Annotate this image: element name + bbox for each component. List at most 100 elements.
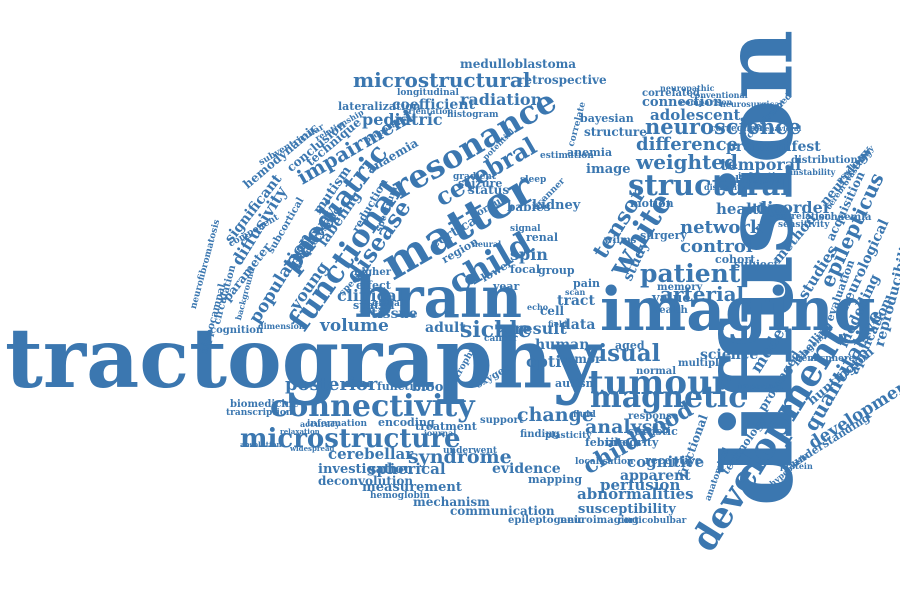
word-relaxation: relaxation — [280, 427, 320, 436]
word-behavioral: behavioral — [760, 124, 802, 133]
word-blood: blood — [412, 380, 453, 395]
word-science: science — [700, 347, 759, 363]
word-neural: neural — [472, 239, 502, 249]
word-optic: optic — [526, 352, 572, 371]
word-apparent: apparent — [620, 468, 691, 484]
word-tissue: tissue — [371, 306, 418, 322]
word-correction: correction — [710, 124, 763, 134]
word-finding: finding — [520, 429, 560, 440]
word-journal: journal — [424, 428, 457, 438]
word-year: year — [493, 280, 520, 293]
word-weighted: weighted — [636, 150, 739, 174]
word-renal: renal — [526, 231, 559, 244]
word-fluid: fluid — [573, 410, 596, 420]
word-retrospective: retrospective — [518, 73, 607, 87]
word-sensitivity: sensitivity — [778, 220, 830, 230]
word-neuropathic: neuropathic — [660, 83, 715, 93]
word-structural: structural — [628, 168, 792, 202]
word-pain: pain — [573, 277, 600, 290]
word-data: data — [561, 317, 596, 333]
word-abnormalities: abnormalities — [577, 485, 694, 503]
word-normal: normal — [636, 366, 677, 377]
word-scan: scan — [565, 287, 586, 297]
word-distribution: distribution — [791, 155, 858, 166]
word-volume: volume — [320, 316, 389, 336]
word-surgery: surgery — [640, 229, 687, 242]
word-connectivity: connectivity — [270, 389, 475, 424]
word-result: result — [514, 319, 567, 338]
word-corticobulbar: corticobulbar — [618, 516, 687, 526]
word-biomedicine: biomedicine — [230, 399, 299, 410]
word-signal: signal — [510, 224, 541, 234]
word-change: change — [517, 404, 594, 426]
word-hemoglobin: hemoglobin — [370, 491, 430, 501]
word-health: health — [652, 305, 688, 316]
word-control: control — [680, 236, 753, 257]
word-medulloblastoma: medulloblastoma — [460, 57, 577, 71]
word-effect: effect — [356, 279, 391, 292]
word-disability: disability — [704, 182, 746, 192]
word-localisation: localisation — [575, 457, 634, 467]
word-magnetic: magnetic — [590, 380, 747, 415]
word-status: status — [468, 183, 510, 197]
word-disorder: disorder — [756, 198, 832, 217]
word-cognition: cognition — [210, 325, 264, 336]
word-sickle: sickle — [460, 317, 532, 343]
word-epileptogenic: epileptogenic — [508, 515, 585, 526]
word-perfusion: perfusion — [600, 476, 681, 494]
word-response: response — [628, 411, 679, 422]
word-protein: protein — [780, 461, 813, 471]
word-bayesian: bayesian — [580, 112, 634, 125]
word-imaging: imaging — [600, 275, 876, 345]
word-spherical: spherical — [368, 460, 446, 478]
word-pediatric: pediatric — [362, 110, 443, 129]
word-tractography: tractography — [5, 311, 600, 407]
word-temporal: temporal — [720, 155, 802, 174]
word-evidence: evidence — [492, 461, 561, 477]
word-treatment: treatment — [415, 420, 477, 433]
word-cell: cell — [540, 304, 565, 318]
word-important: important — [738, 381, 784, 391]
word-clinical: clinical — [337, 286, 403, 305]
word-orientation: orientation — [403, 106, 454, 116]
word-receptive: receptive — [645, 454, 702, 467]
word-mapping: mapping — [528, 473, 583, 486]
word-subject: subject — [734, 258, 779, 271]
word-global: global — [372, 299, 404, 309]
word-arterial: arterial — [660, 282, 745, 306]
word-support: support — [480, 415, 524, 426]
word-premanifest: premanifest — [726, 139, 821, 155]
word-analysis: analysis — [585, 416, 671, 438]
word-histogram: histogram — [447, 110, 499, 120]
word-conventional: conventional — [690, 90, 748, 100]
word-longitudinal: longitudinal — [397, 88, 459, 98]
word-lateralization: lateralization — [338, 100, 421, 113]
word-higher: higher — [354, 267, 391, 278]
word-tumor: tumor — [560, 352, 602, 366]
word-difference: difference — [636, 134, 739, 155]
word-patient: patient — [640, 259, 741, 288]
word-network: network — [680, 217, 763, 238]
word-visual: visual — [585, 340, 661, 367]
word-spin: spin — [510, 245, 548, 264]
word-investigation: investigation — [318, 462, 414, 477]
word-estimation: estimation — [540, 151, 594, 161]
word-spatial: spatial — [353, 299, 395, 312]
word-deconvolution: deconvolution — [318, 474, 414, 488]
word-cerebellar: cerebellar — [328, 445, 414, 463]
word-healthy: healthy — [716, 200, 779, 218]
word-microstructure: microstructure — [240, 424, 461, 454]
word-absolution: absolution — [240, 440, 282, 449]
word-neurosurgical: neurosurgical — [720, 99, 783, 109]
word-posterior: posterior — [285, 374, 378, 395]
word-encoding: encoding — [378, 416, 435, 429]
word-correlated: correlated — [642, 88, 700, 99]
word-accuracy: accuracy — [300, 419, 340, 429]
word-connection: connection — [642, 95, 723, 110]
word-function: function — [377, 380, 430, 393]
word-microstructural: microstructural — [353, 68, 531, 92]
word-value: value — [652, 291, 691, 306]
word-statistic: statistic — [628, 425, 678, 438]
word-febrile: febrile — [585, 436, 626, 449]
word-syndrome: syndrome — [408, 446, 512, 468]
